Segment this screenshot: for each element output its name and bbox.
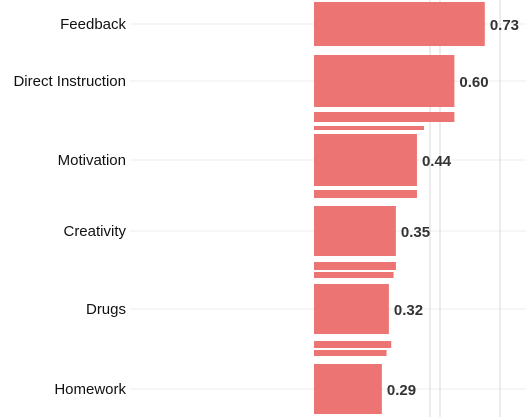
bar-fragment <box>314 112 455 122</box>
value-label: 0.29 <box>387 382 416 399</box>
value-label: 0.44 <box>422 153 452 170</box>
category-label: Direct Instruction <box>13 73 126 90</box>
bar-feedback <box>314 2 485 46</box>
value-label: 0.73 <box>490 17 519 34</box>
category-label: Feedback <box>60 16 126 33</box>
bar-fragment <box>314 272 394 278</box>
bar-drugs <box>314 284 389 334</box>
value-label: 0.35 <box>401 224 430 241</box>
category-label: Creativity <box>63 223 126 240</box>
bar-homework <box>314 364 382 414</box>
value-label: 0.32 <box>394 302 423 319</box>
category-label: Drugs <box>86 301 126 318</box>
bars <box>314 2 485 414</box>
bar-fragment <box>314 190 417 198</box>
category-label: Motivation <box>58 152 126 169</box>
bar-fragment <box>314 126 424 130</box>
value-label: 0.60 <box>459 74 488 91</box>
bar-direct-instruction <box>314 55 455 107</box>
category-label: Homework <box>54 381 126 398</box>
bar-fragment <box>314 341 392 348</box>
bar-fragment <box>314 262 396 270</box>
bar-creativity <box>314 206 396 256</box>
bar-fragment <box>314 350 387 356</box>
bar-motivation <box>314 134 417 186</box>
labels: Feedback 0.73 Direct Instruction 0.60 Motiva… <box>13 16 519 399</box>
